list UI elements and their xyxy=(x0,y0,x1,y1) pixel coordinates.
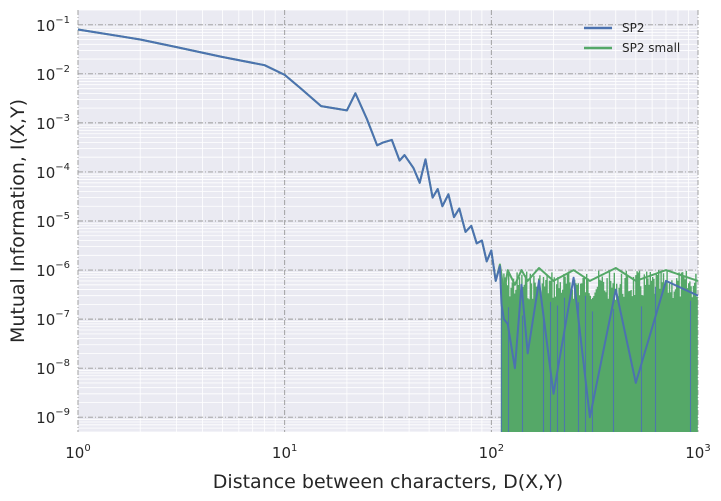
series-line-sp2 xyxy=(77,28,699,419)
y-tick-label: 10−6 xyxy=(36,260,70,280)
y-axis-label: Mutual Information, I(X,Y) xyxy=(7,99,29,343)
major-grid xyxy=(77,10,699,432)
x-tick-label: 103 xyxy=(685,443,710,462)
y-tick-label: 10−7 xyxy=(36,309,70,329)
noise-band-fill xyxy=(500,270,698,432)
y-tick-label: 10−8 xyxy=(36,358,70,378)
y-tick-labels: 10−9 10−8 10−7 10−6 10−5 10−4 10−3 10−2 10−1 xyxy=(36,15,70,427)
x-tick-label: 102 xyxy=(479,443,504,462)
noise-band xyxy=(500,270,698,432)
y-tick-label: 10−1 xyxy=(36,15,70,35)
y-tick-label: 10−9 xyxy=(36,407,70,427)
x-axis-label: Distance between characters, D(X,Y) xyxy=(213,471,563,493)
legend: SP2 SP2 small xyxy=(584,21,680,55)
x-tick-labels: 100 101 102 103 xyxy=(65,443,710,462)
series-lines xyxy=(77,28,699,419)
y-tick-label: 10−2 xyxy=(36,64,70,84)
legend-label: SP2 xyxy=(622,21,645,35)
y-tick-label: 10−5 xyxy=(36,211,70,231)
y-tick-label: 10−3 xyxy=(36,113,70,133)
legend-label: SP2 small xyxy=(622,41,680,55)
y-tick-label: 10−4 xyxy=(36,162,70,182)
x-tick-label: 100 xyxy=(65,443,90,462)
x-tick-label: 101 xyxy=(272,443,297,462)
